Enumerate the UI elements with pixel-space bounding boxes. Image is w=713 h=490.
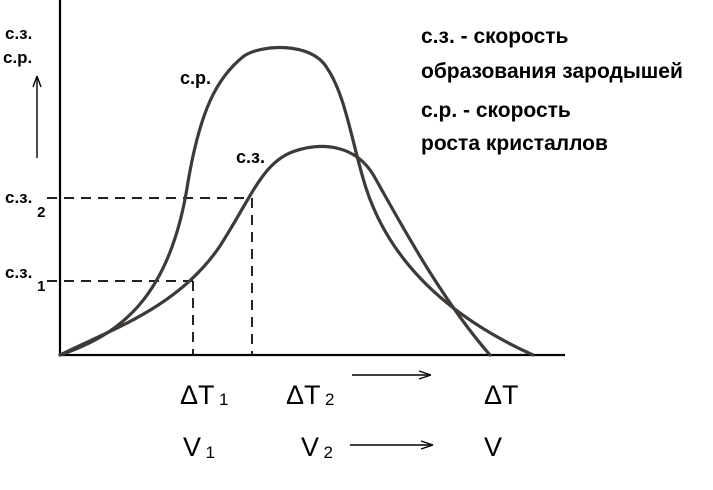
legend-growth-line1: с.р. - скорость xyxy=(421,99,571,122)
v-axis-label: V xyxy=(484,432,502,462)
sz1-marker-subscript: 1 xyxy=(37,278,45,295)
sz2-marker-subscript: 2 xyxy=(37,204,45,221)
dt1-label-subscript: 1 xyxy=(219,390,228,409)
nucleation-rate-curve xyxy=(58,144,492,357)
sz1-marker-label: с.з. 1 xyxy=(5,263,45,295)
legend-growth-line2: роста кристаллов xyxy=(421,132,608,155)
sz2-marker-text: с.з. xyxy=(5,188,32,207)
v1-label-text: V xyxy=(183,432,201,462)
dt2-label-subscript: 2 xyxy=(325,390,334,409)
v2-label-text: V xyxy=(301,432,319,462)
sz1-marker-text: с.з. xyxy=(5,263,32,282)
dt1-label: ΔT 1 xyxy=(180,380,228,410)
nucleation-curve-label: с.з. xyxy=(236,147,265,167)
sz2-marker-label: с.з. 2 xyxy=(5,188,45,221)
v1-label-subscript: 1 xyxy=(205,443,214,462)
dt2-label-text: ΔT xyxy=(286,380,321,410)
y-axis-label-nucleation: с.з. xyxy=(5,24,32,43)
legend-nucleation-line2: образования зародышей xyxy=(421,60,683,83)
dt2-label: ΔT 2 xyxy=(286,380,334,410)
dt-axis-label: ΔT xyxy=(484,380,519,410)
dt-increase-arrowhead xyxy=(418,370,432,380)
growth-rate-curve xyxy=(58,45,535,357)
y-axis-label-growth: с.р. xyxy=(3,48,32,67)
v1-label: V 1 xyxy=(183,432,215,462)
dt1-label-text: ΔT xyxy=(180,380,215,410)
v-increase-arrowhead xyxy=(420,440,434,450)
growth-curve-label: с.р. xyxy=(180,68,211,88)
y-axis-arrowhead xyxy=(32,75,42,88)
legend-nucleation-line1: с.з. - скорость xyxy=(421,25,569,48)
v2-label: V 2 xyxy=(301,432,333,462)
v2-label-subscript: 2 xyxy=(323,443,332,462)
